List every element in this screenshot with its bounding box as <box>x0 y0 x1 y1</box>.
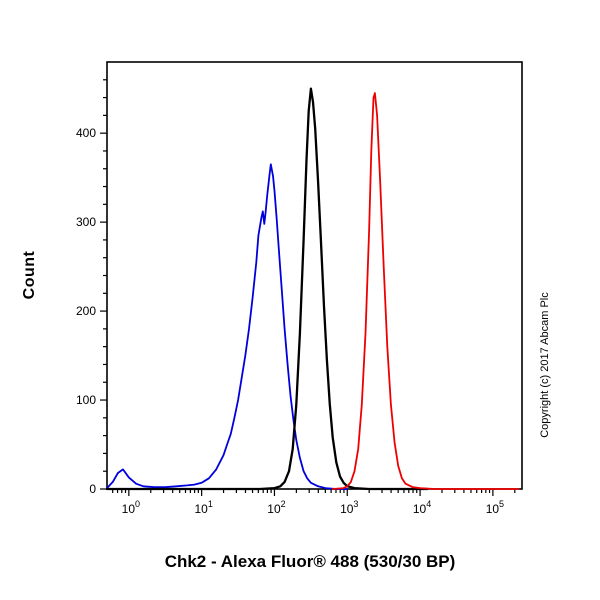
chart-title: Chk2 - Alexa Fluor® 488 (530/30 BP) <box>164 552 456 571</box>
svg-text:400: 400 <box>76 126 96 140</box>
svg-text:200: 200 <box>76 304 96 318</box>
series-black-curve <box>105 87 429 491</box>
svg-text:100: 100 <box>76 393 96 407</box>
series-blue-curve <box>106 163 349 490</box>
copyright-text: Copyright (c) 2017 Abcam Plc <box>539 292 551 438</box>
axis-tick-labels: 100 101 102 103 104 105 0 100 200 300 400 <box>76 126 504 516</box>
svg-text:100: 100 <box>122 499 140 516</box>
svg-text:300: 300 <box>76 215 96 229</box>
svg-text:103: 103 <box>340 499 358 516</box>
svg-text:0: 0 <box>89 482 96 496</box>
series-red-curve <box>331 92 520 490</box>
y-axis-label: Count <box>21 250 38 300</box>
svg-text:104: 104 <box>413 499 431 516</box>
plot-border <box>106 61 523 490</box>
svg-text:102: 102 <box>267 499 285 516</box>
svg-text:105: 105 <box>486 499 504 516</box>
svg-text:101: 101 <box>194 499 212 516</box>
